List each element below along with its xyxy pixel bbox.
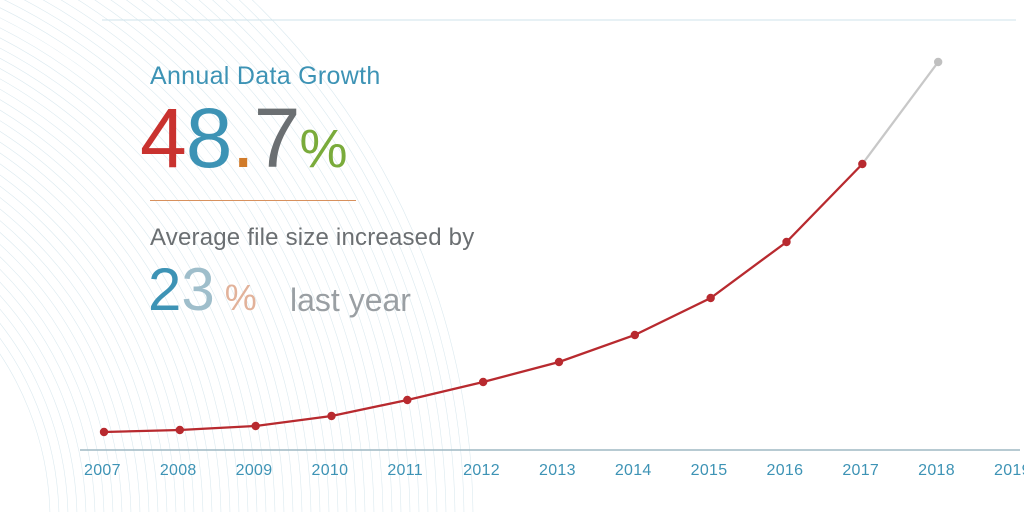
chart-title: Annual Data Growth (150, 62, 381, 91)
secondary-stat: 23 % (148, 260, 257, 320)
x-tick-label: 2014 (615, 462, 652, 480)
x-tick-label: 2019 (994, 462, 1024, 480)
x-tick-label: 2009 (236, 462, 273, 480)
x-tick-label: 2015 (691, 462, 728, 480)
x-tick-label: 2008 (160, 462, 197, 480)
secondary-stat-suffix: last year (290, 282, 411, 319)
x-tick-label: 2013 (539, 462, 576, 480)
infographic-chart: Annual Data Growth 48.7% Average file si… (0, 0, 1024, 512)
x-tick-label: 2017 (842, 462, 879, 480)
divider (150, 200, 356, 201)
x-tick-label: 2018 (918, 462, 955, 480)
subtitle: Average file size increased by (150, 224, 474, 252)
x-tick-label: 2016 (767, 462, 804, 480)
x-tick-label: 2010 (312, 462, 349, 480)
x-tick-label: 2007 (84, 462, 121, 480)
x-tick-label: 2011 (387, 462, 423, 480)
headline-stat: 48.7% (140, 96, 346, 180)
x-tick-label: 2012 (463, 462, 500, 480)
